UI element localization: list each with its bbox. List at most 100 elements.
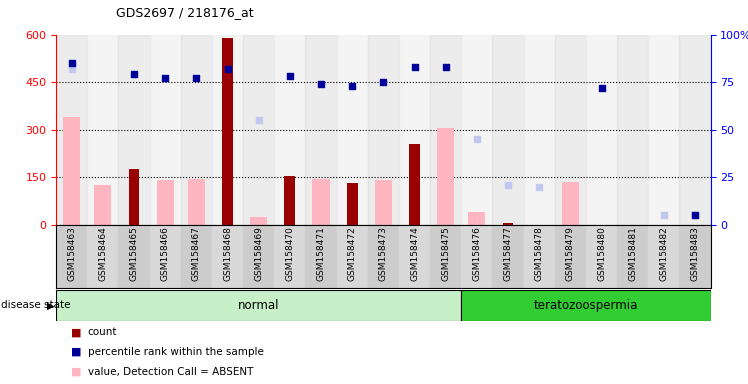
Text: count: count	[88, 327, 117, 337]
Text: GSM158480: GSM158480	[597, 227, 606, 281]
Bar	[368, 225, 399, 288]
Text: GSM158477: GSM158477	[503, 227, 512, 281]
Text: GSM158476: GSM158476	[472, 227, 482, 281]
Text: value, Detection Call = ABSENT: value, Detection Call = ABSENT	[88, 367, 253, 377]
Text: GSM158475: GSM158475	[441, 227, 450, 281]
Text: GSM158467: GSM158467	[191, 227, 201, 281]
Bar	[409, 144, 420, 225]
Bar	[679, 35, 711, 225]
Bar	[679, 225, 711, 288]
Bar	[649, 225, 679, 288]
Bar	[118, 225, 150, 288]
Bar	[430, 225, 462, 288]
Text: normal: normal	[238, 299, 280, 312]
Bar	[181, 35, 212, 225]
Point	[253, 117, 265, 123]
Bar	[56, 290, 462, 321]
Point	[284, 73, 296, 79]
Bar	[243, 225, 275, 288]
Bar	[555, 225, 586, 288]
Bar	[492, 35, 524, 225]
Bar	[399, 225, 430, 288]
Bar	[503, 223, 513, 225]
Point	[689, 212, 701, 218]
Bar	[188, 179, 205, 225]
Point	[221, 66, 233, 72]
Bar	[524, 35, 555, 225]
Text: GDS2697 / 218176_at: GDS2697 / 218176_at	[116, 6, 254, 19]
Bar	[586, 35, 617, 225]
Text: ■: ■	[71, 327, 82, 337]
Bar	[555, 35, 586, 225]
Bar	[375, 180, 392, 225]
Bar	[275, 225, 305, 288]
Point	[66, 60, 78, 66]
Bar	[368, 35, 399, 225]
Text: GSM158470: GSM158470	[285, 227, 295, 281]
Bar	[56, 35, 88, 225]
Point	[689, 212, 701, 218]
Point	[471, 136, 483, 142]
Point	[190, 75, 202, 81]
Bar	[305, 225, 337, 288]
Bar	[462, 290, 711, 321]
Bar	[156, 180, 174, 225]
Bar	[586, 225, 617, 288]
Bar	[150, 225, 181, 288]
Text: GSM158465: GSM158465	[129, 227, 138, 281]
Bar	[305, 35, 337, 225]
Text: GSM158463: GSM158463	[67, 227, 76, 281]
Text: GSM158471: GSM158471	[316, 227, 325, 281]
Point	[66, 66, 78, 72]
Bar	[462, 35, 492, 225]
Bar	[275, 35, 305, 225]
Bar	[347, 184, 358, 225]
Text: ■: ■	[71, 347, 82, 357]
Text: ▶: ▶	[47, 300, 55, 310]
Text: disease state: disease state	[1, 300, 71, 310]
Point	[128, 71, 140, 78]
Bar	[562, 182, 579, 225]
Bar	[337, 225, 368, 288]
Point	[159, 75, 171, 81]
Point	[657, 212, 669, 218]
Point	[315, 81, 327, 87]
Bar	[284, 175, 295, 225]
Bar	[56, 225, 88, 288]
Bar	[212, 225, 243, 288]
Bar	[129, 169, 139, 225]
Bar	[313, 179, 330, 225]
Bar	[118, 35, 150, 225]
Text: GSM158473: GSM158473	[378, 227, 388, 281]
Point	[502, 182, 514, 188]
Text: GSM158469: GSM158469	[254, 227, 263, 281]
Text: GSM158472: GSM158472	[348, 227, 357, 281]
Bar	[63, 117, 80, 225]
Point	[440, 64, 452, 70]
Bar	[150, 35, 181, 225]
Text: GSM158468: GSM158468	[223, 227, 232, 281]
Bar	[430, 35, 462, 225]
Bar	[181, 225, 212, 288]
Text: GSM158482: GSM158482	[659, 227, 669, 281]
Bar	[524, 225, 555, 288]
Bar	[617, 225, 649, 288]
Bar	[222, 38, 233, 225]
Bar	[649, 35, 679, 225]
Text: GSM158483: GSM158483	[690, 227, 699, 281]
Bar	[212, 35, 243, 225]
Bar	[243, 35, 275, 225]
Bar	[250, 217, 267, 225]
Text: GSM158474: GSM158474	[410, 227, 419, 281]
Text: GSM158481: GSM158481	[628, 227, 637, 281]
Text: GSM158478: GSM158478	[535, 227, 544, 281]
Point	[533, 184, 545, 190]
Text: percentile rank within the sample: percentile rank within the sample	[88, 347, 263, 357]
Text: teratozoospermia: teratozoospermia	[534, 299, 638, 312]
Point	[377, 79, 389, 85]
Bar	[492, 225, 524, 288]
Point	[595, 85, 607, 91]
Text: GSM158464: GSM158464	[98, 227, 108, 281]
Point	[408, 64, 420, 70]
Bar	[337, 35, 368, 225]
